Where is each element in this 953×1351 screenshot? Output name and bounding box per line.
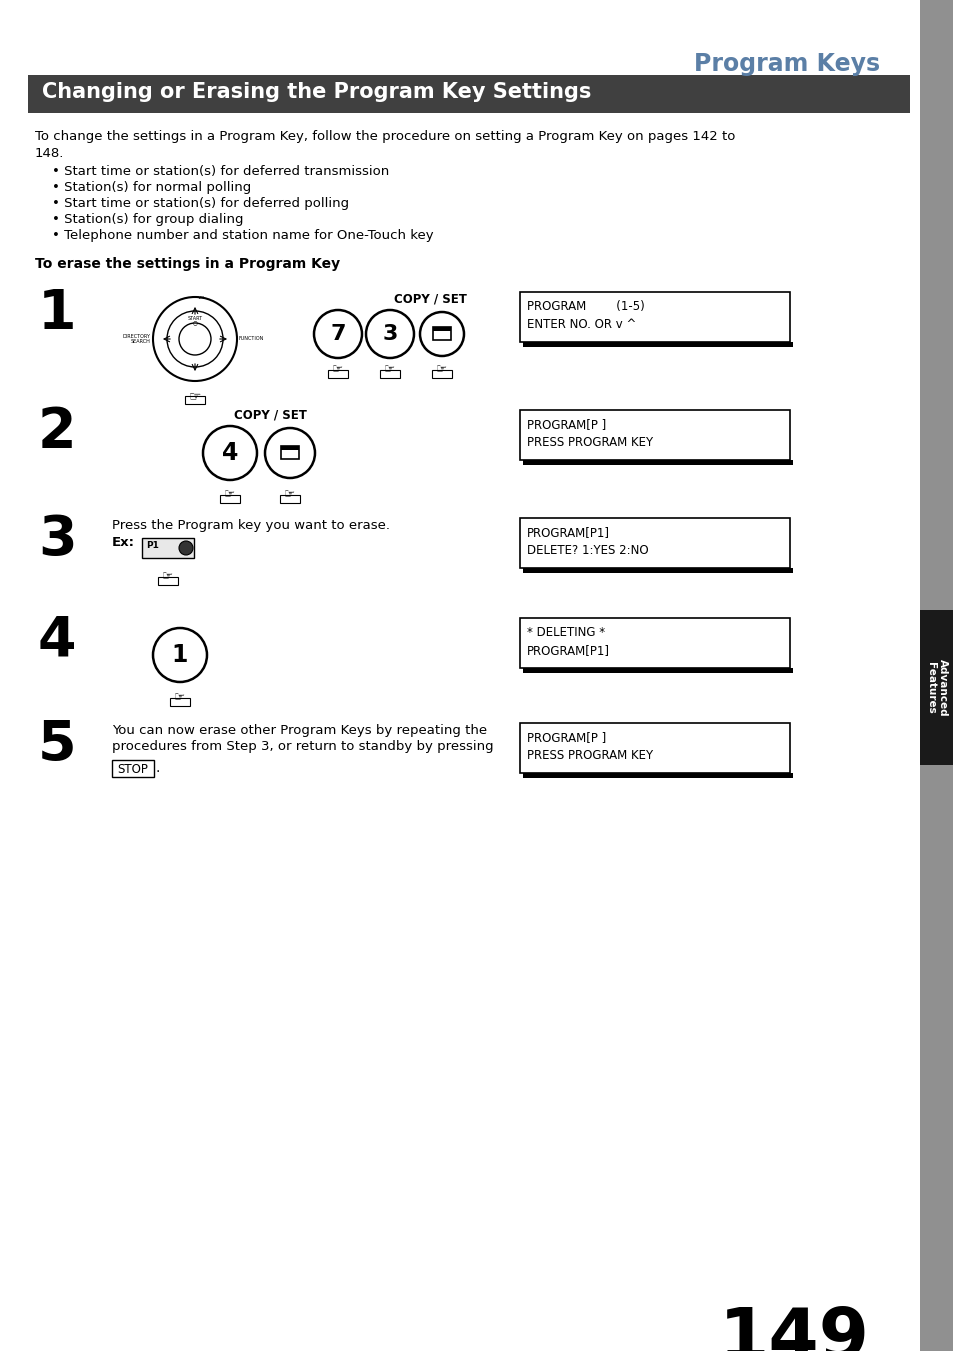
Text: STOP: STOP [117,763,148,775]
Text: PROGRAM[P ]: PROGRAM[P ] [526,731,605,744]
Text: procedures from Step 3, or return to standby by pressing: procedures from Step 3, or return to sta… [112,740,493,753]
Text: ☞: ☞ [436,363,447,376]
Text: 2: 2 [38,405,76,459]
Text: • Station(s) for group dialing: • Station(s) for group dialing [52,213,243,226]
Text: • Station(s) for normal polling: • Station(s) for normal polling [52,181,251,195]
Circle shape [179,540,193,555]
Text: ☞: ☞ [332,363,343,376]
Text: • Telephone number and station name for One-Touch key: • Telephone number and station name for … [52,230,434,242]
Text: COPY / SET: COPY / SET [233,408,306,422]
Text: PROGRAM[P ]: PROGRAM[P ] [526,417,605,431]
Bar [522,342,792,347]
Bar [281,446,298,450]
Text: 1: 1 [38,286,76,340]
Text: PROGRAM[P1]: PROGRAM[P1] [526,526,609,539]
Text: START: START [187,316,202,322]
Bar [919,0,953,1351]
Bar [158,577,178,585]
Bar [522,459,792,465]
Text: ☞: ☞ [174,690,186,704]
Text: ☞: ☞ [284,488,295,501]
Bar [328,370,348,378]
Bar [522,773,792,778]
Text: ○: ○ [193,320,197,326]
Text: DIRECTORY
SEARCH: DIRECTORY SEARCH [123,334,151,345]
Bar [433,327,451,340]
Text: Advanced
Features: Advanced Features [925,659,947,716]
Text: FUNCTION: FUNCTION [239,336,264,342]
Bar [379,370,399,378]
Text: ☞: ☞ [384,363,395,376]
Text: 5: 5 [38,717,76,771]
Bar [519,409,789,459]
Bar [281,446,298,459]
Text: M: M [182,544,190,551]
Text: To erase the settings in a Program Key: To erase the settings in a Program Key [35,257,340,272]
Text: 148.: 148. [35,147,64,159]
Text: ☞: ☞ [162,570,173,584]
Text: 4: 4 [222,440,238,465]
Text: ☞: ☞ [189,389,201,403]
Bar [919,611,953,765]
Bar [522,667,792,673]
Bar [522,567,792,573]
Text: PRESS PROGRAM KEY: PRESS PROGRAM KEY [526,748,653,762]
Text: 149: 149 [719,1305,869,1351]
Text: To change the settings in a Program Key, follow the procedure on setting a Progr: To change the settings in a Program Key,… [35,130,735,143]
Bar [185,396,205,404]
Text: ☞: ☞ [224,488,235,501]
Text: 1: 1 [172,643,188,667]
Text: P1: P1 [146,540,159,550]
Bar [519,517,789,567]
Bar [519,723,789,773]
Text: 3: 3 [382,324,397,345]
Bar [112,761,153,777]
Text: Ex:: Ex: [112,536,135,549]
Bar [432,370,452,378]
Text: VOL.: VOL. [198,296,208,300]
Bar [142,538,193,558]
Bar [280,494,299,503]
Bar [519,617,789,667]
Text: 4: 4 [38,613,76,667]
Text: COPY / SET: COPY / SET [394,292,466,305]
Text: 7: 7 [330,324,345,345]
Text: PROGRAM        (1-5): PROGRAM (1-5) [526,300,644,313]
Text: .: . [156,761,160,775]
Text: Changing or Erasing the Program Key Settings: Changing or Erasing the Program Key Sett… [42,82,591,101]
Text: PRESS PROGRAM KEY: PRESS PROGRAM KEY [526,436,653,449]
Text: * DELETING *: * DELETING * [526,626,604,639]
Bar [220,494,240,503]
Text: ENTER NO. OR v ^: ENTER NO. OR v ^ [526,317,636,331]
Text: • Start time or station(s) for deferred polling: • Start time or station(s) for deferred … [52,197,349,209]
Bar [433,327,451,331]
Text: Press the Program key you want to erase.: Press the Program key you want to erase. [112,519,390,532]
Text: • Start time or station(s) for deferred transmission: • Start time or station(s) for deferred … [52,165,389,178]
Text: Program Keys: Program Keys [693,51,879,76]
Text: DELETE? 1:YES 2:NO: DELETE? 1:YES 2:NO [526,544,648,557]
Bar [28,76,909,113]
Bar [170,698,190,707]
Bar [519,292,789,342]
Text: You can now erase other Program Keys by repeating the: You can now erase other Program Keys by … [112,724,487,738]
Text: 3: 3 [38,513,76,567]
Text: PROGRAM[P1]: PROGRAM[P1] [526,644,609,657]
